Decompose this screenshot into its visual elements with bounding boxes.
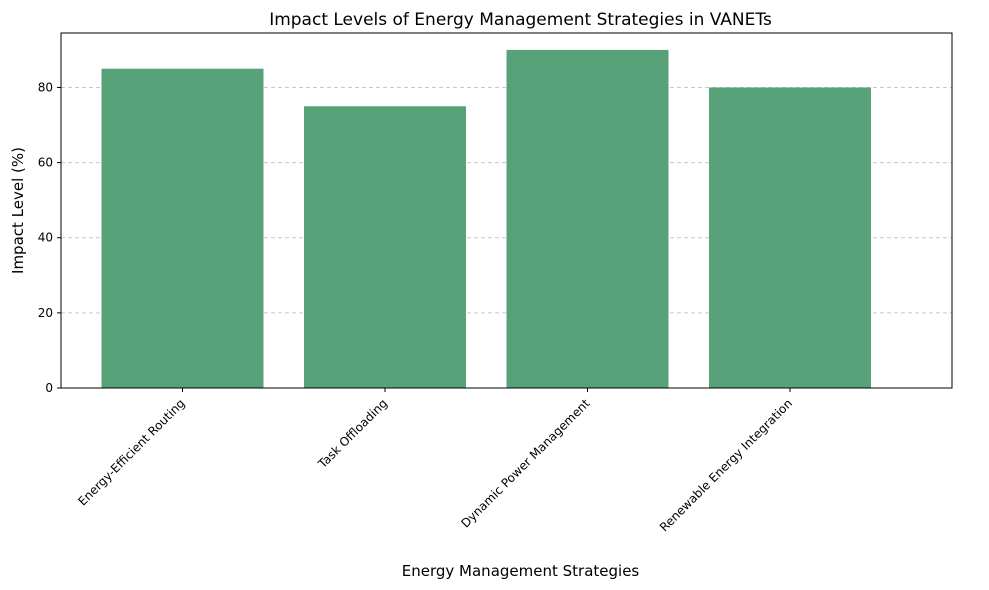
bar-3 — [506, 49, 669, 389]
y-tick-label: 0 — [45, 381, 53, 395]
x-tick-label: Energy-Efficient Routing — [75, 396, 187, 508]
x-tick-label: Dynamic Power Management — [458, 396, 592, 530]
bar-2 — [304, 106, 466, 388]
x-axis-label: Energy Management Strategies — [402, 562, 640, 580]
plot-frame — [60, 32, 953, 389]
y-tick-label: 80 — [38, 80, 53, 94]
bar-1 — [101, 68, 264, 388]
y-axis-label: Impact Level (%) — [9, 147, 27, 274]
bars — [101, 49, 871, 389]
y-tick-label: 20 — [38, 306, 53, 320]
y-axis-ticks: 0 20 40 60 80 — [38, 80, 61, 395]
chart-title: Impact Levels of Energy Management Strat… — [269, 10, 772, 30]
bar-4 — [709, 87, 871, 389]
x-axis-ticks: Energy-Efficient Routing Task Offloading D… — [75, 388, 795, 534]
y-tick-label: 40 — [38, 231, 53, 245]
y-tick-label: 60 — [38, 156, 53, 170]
x-tick-label: Renewable Energy Integration — [657, 396, 795, 534]
x-tick-label: Task Offloading — [315, 396, 390, 471]
